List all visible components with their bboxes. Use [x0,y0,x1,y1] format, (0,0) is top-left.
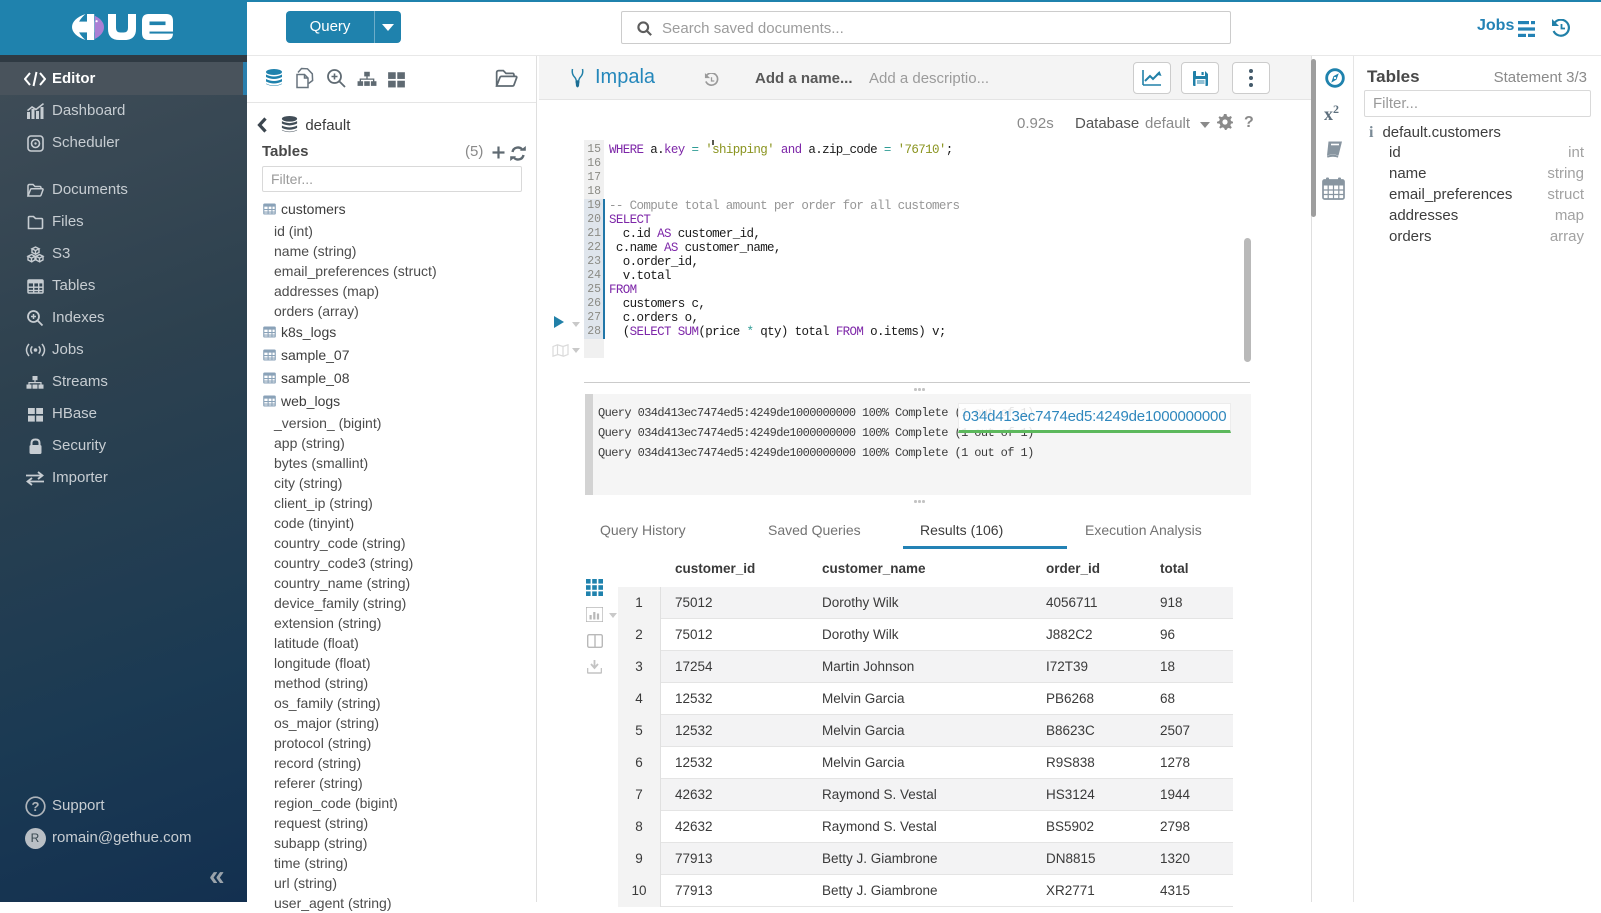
svg-text:?: ? [31,799,39,814]
